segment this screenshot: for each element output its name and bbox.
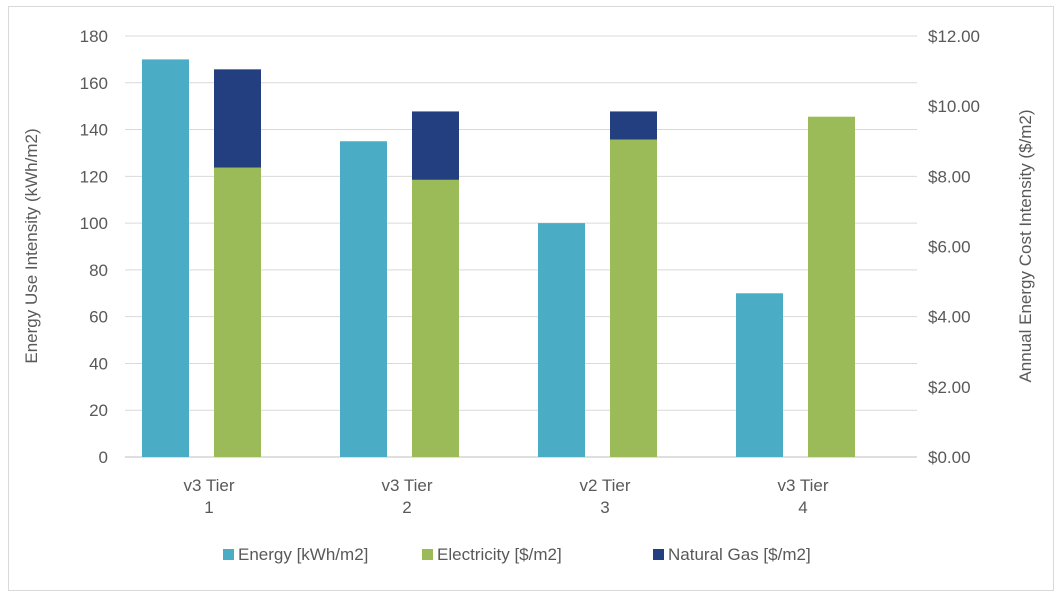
legend-swatch [422, 549, 433, 560]
right-tick-label: $10.00 [928, 97, 980, 116]
bar-natural-gas [610, 111, 657, 140]
bar-natural-gas [214, 69, 261, 168]
left-tick-label: 20 [89, 401, 108, 420]
right-tick-label: $0.00 [928, 448, 971, 467]
left-axis-ticks: 0 20 40 60 80 100 120 140 160 180 [80, 27, 108, 467]
category-label: 3 [600, 498, 609, 517]
legend-swatch [653, 549, 664, 560]
right-tick-label: $2.00 [928, 378, 971, 397]
left-tick-label: 80 [89, 261, 108, 280]
right-tick-label: $6.00 [928, 238, 971, 257]
legend: Energy [kWh/m2] Electricity [$/m2] Natural… [223, 545, 811, 564]
bar-electricity [610, 139, 657, 457]
category-label: 2 [402, 498, 411, 517]
bar-energy [142, 59, 189, 458]
right-tick-label: $8.00 [928, 167, 971, 186]
right-axis-title: Annual Energy Cost Intensity ($/m2) [1016, 109, 1035, 382]
bar-electricity [808, 116, 855, 458]
bar-energy [736, 293, 783, 457]
category-label: v3 Tier [777, 476, 828, 495]
legend-swatch [223, 549, 234, 560]
bar-energy [340, 141, 387, 457]
category-label: v3 Tier [183, 476, 234, 495]
category-labels: v3 Tier 1 v3 Tier 2 v2 Tier 3 v3 Tier 4 [183, 476, 828, 517]
legend-entry: Natural Gas [$/m2] [668, 545, 811, 564]
bar-electricity [214, 167, 261, 457]
left-tick-label: 160 [80, 74, 108, 93]
left-axis-title: Energy Use Intensity (kWh/m2) [22, 128, 41, 363]
bars [142, 59, 855, 458]
category-label: v2 Tier [579, 476, 630, 495]
bar-energy [538, 223, 585, 457]
left-tick-label: 100 [80, 214, 108, 233]
bar-natural-gas [412, 111, 459, 180]
left-tick-label: 0 [99, 448, 108, 467]
bar-electricity [412, 179, 459, 457]
left-tick-label: 180 [80, 27, 108, 46]
right-tick-label: $4.00 [928, 308, 971, 327]
category-label: v3 Tier [381, 476, 432, 495]
category-label: 1 [204, 498, 213, 517]
left-tick-label: 140 [80, 121, 108, 140]
right-tick-label: $12.00 [928, 27, 980, 46]
category-label: 4 [798, 498, 807, 517]
right-axis-ticks: $0.00 $2.00 $4.00 $6.00 $8.00 $10.00 $12.00 [928, 27, 980, 467]
left-tick-label: 60 [89, 308, 108, 327]
legend-entry: Energy [kWh/m2] [238, 545, 368, 564]
left-tick-label: 120 [80, 167, 108, 186]
legend-entry: Electricity [$/m2] [437, 545, 562, 564]
left-tick-label: 40 [89, 354, 108, 373]
